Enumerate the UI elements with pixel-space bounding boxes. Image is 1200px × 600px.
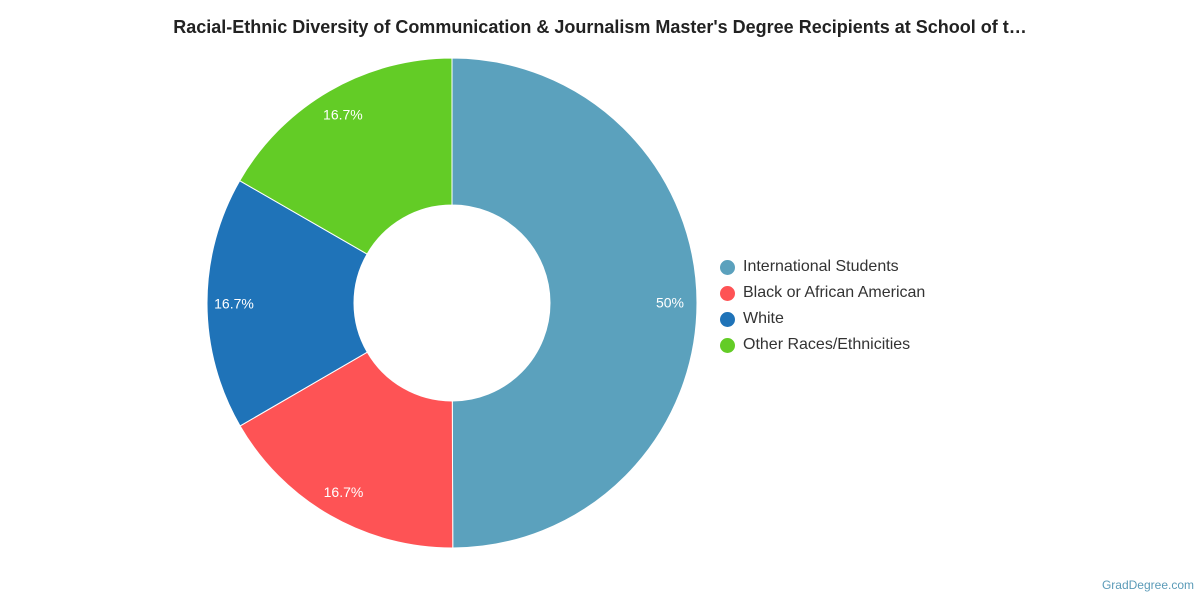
chart-title: Racial-Ethnic Diversity of Communication… xyxy=(173,17,1027,37)
legend-label: Black or African American xyxy=(743,284,926,301)
slice-white[interactable] xyxy=(206,180,368,427)
slice-international-students[interactable] xyxy=(451,57,698,549)
legend-item-black-or-african-american[interactable]: Black or African American xyxy=(720,280,925,306)
slice-black-or-african-american[interactable] xyxy=(239,351,454,549)
legend-swatch xyxy=(720,311,735,327)
legend-swatch xyxy=(720,259,735,275)
legend-item-other-races-ethnicities[interactable]: Other Races/Ethnicities xyxy=(720,332,925,358)
legend-item-white[interactable]: White xyxy=(720,306,925,332)
slice-label-other-races-ethnicities: 16.7% xyxy=(323,106,363,122)
legend-swatch xyxy=(720,285,735,301)
slice-label-white: 16.7% xyxy=(214,295,254,311)
legend-swatch xyxy=(720,337,735,353)
legend: International Students Black or African … xyxy=(720,254,925,358)
legend-label: Other Races/Ethnicities xyxy=(743,336,911,353)
legend-label: International Students xyxy=(743,258,899,275)
slice-other-races-ethnicities[interactable] xyxy=(239,57,453,255)
slice-label-black-or-african-american: 16.7% xyxy=(324,484,364,500)
legend-label: White xyxy=(743,310,784,327)
legend-item-international-students[interactable]: International Students xyxy=(720,254,925,280)
slice-label-international-students: 50% xyxy=(656,295,684,311)
credit-link[interactable]: GradDegree.com xyxy=(1101,578,1194,592)
